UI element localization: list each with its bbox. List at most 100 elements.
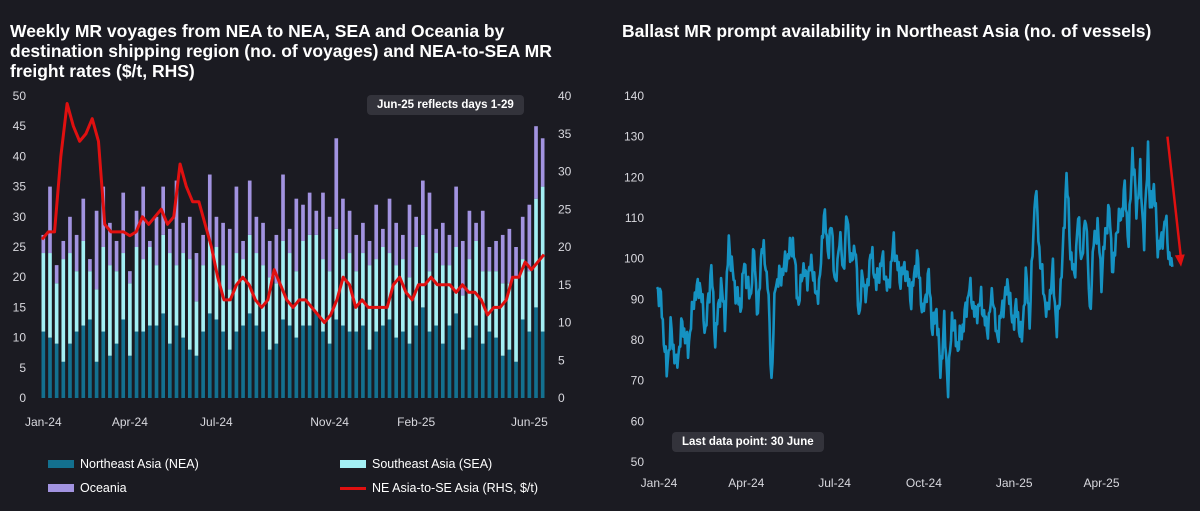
- bar-nea: [387, 319, 392, 398]
- bar-nea: [347, 331, 352, 398]
- y-tick-left: 0: [19, 391, 26, 405]
- right-chart-svg: 140 130 120 110 100 90 80 70 60 50 Jan-24 Apr-24 Jul…: [624, 89, 1185, 490]
- bar-oceania: [141, 186, 146, 260]
- bar-nea: [301, 325, 305, 398]
- bar-sea: [527, 271, 532, 332]
- bar-nea: [61, 361, 66, 398]
- bar-oceania: [121, 192, 126, 254]
- bar-nea: [274, 343, 279, 398]
- left-chart-title: Weekly MR voyages from NEA to NEA, SEA a…: [10, 21, 552, 81]
- bar-oceania: [460, 240, 465, 296]
- bar-oceania: [527, 204, 532, 272]
- bar-nea: [427, 331, 432, 398]
- bar-sea: [314, 234, 319, 314]
- bar-nea: [128, 355, 132, 398]
- bar-nea: [540, 331, 545, 398]
- bar-nea: [527, 331, 532, 398]
- bar-oceania: [88, 259, 92, 272]
- bar-sea: [261, 265, 265, 332]
- bar-oceania: [68, 216, 72, 254]
- bar-nea: [254, 325, 259, 398]
- y-tick-right-chart: 110: [625, 211, 644, 225]
- bar-oceania: [294, 198, 299, 272]
- bar-sea: [181, 253, 185, 338]
- y-tick-right: 0: [558, 391, 565, 405]
- x-tick-right-chart: Jan-24: [641, 476, 678, 490]
- bar-nea: [520, 319, 525, 398]
- bar-oceania: [414, 216, 418, 247]
- bar-nea: [168, 343, 172, 398]
- trend-arrow-shaft: [1166, 136, 1183, 259]
- bar-nea: [134, 331, 139, 398]
- bar-nea: [214, 319, 219, 398]
- bar-oceania: [287, 228, 292, 254]
- bar-nea: [267, 349, 272, 398]
- bar-sea: [347, 253, 352, 332]
- y-tick-right-chart: 70: [631, 374, 645, 388]
- legend-swatch-nea: [48, 460, 74, 468]
- bar-nea: [440, 343, 445, 398]
- bar-sea: [321, 259, 325, 332]
- bar-sea: [534, 198, 538, 308]
- bar-oceania: [54, 265, 59, 284]
- x-tick-right-chart: Apr-24: [728, 476, 764, 490]
- left-chart-annotation: Jun-25 reflects days 1-29: [367, 95, 524, 115]
- bar-oceania: [381, 228, 385, 247]
- bar-oceania: [234, 186, 239, 254]
- bar-oceania: [281, 174, 285, 241]
- bar-oceania: [301, 204, 305, 241]
- bar-oceania: [500, 234, 505, 284]
- bar-nea: [48, 337, 52, 398]
- bar-nea: [201, 331, 205, 398]
- bar-sea: [520, 259, 525, 320]
- bar-nea: [121, 319, 126, 398]
- bar-oceania: [114, 240, 119, 272]
- bar-oceania: [467, 210, 472, 260]
- legend-item-sea: Southeast Asia (SEA): [340, 457, 492, 471]
- bar-sea: [81, 240, 86, 326]
- bar-nea: [108, 355, 112, 398]
- bar-sea: [467, 259, 472, 338]
- bar-nea: [307, 325, 312, 398]
- bar-nea: [114, 343, 119, 398]
- bar-oceania: [108, 222, 112, 266]
- bar-oceania: [148, 240, 152, 247]
- bar-sea: [154, 265, 159, 326]
- bar-nea: [367, 349, 372, 398]
- bar-oceania: [307, 192, 312, 235]
- bar-oceania: [447, 234, 452, 266]
- y-tick-right-chart: 100: [624, 252, 644, 266]
- bar-sea: [287, 253, 292, 326]
- bar-nea: [480, 343, 485, 398]
- legend-swatch-oceania: [48, 484, 74, 492]
- bar-oceania: [314, 210, 319, 235]
- bar-sea: [540, 186, 545, 332]
- bar-sea: [374, 259, 379, 332]
- x-tick-left: Jan-24: [25, 415, 62, 429]
- bar-nea: [500, 355, 505, 398]
- bar-sea: [141, 259, 146, 332]
- bar-oceania: [334, 138, 339, 229]
- bar-nea: [81, 325, 86, 398]
- bar-oceania: [487, 247, 492, 272]
- legend-swatch-rate: [340, 486, 366, 490]
- bar-nea: [414, 325, 418, 398]
- bar-sea: [474, 240, 478, 326]
- bar-sea: [187, 259, 192, 350]
- legend-label-sea: Southeast Asia (SEA): [372, 457, 493, 471]
- x-tick-left: Apr-24: [112, 415, 148, 429]
- bar-oceania: [327, 216, 332, 272]
- bar-nea: [221, 331, 225, 398]
- y-tick-left: 50: [13, 89, 27, 103]
- bar-sea: [274, 283, 279, 344]
- y-tick-right-chart: 60: [631, 414, 645, 428]
- x-tick-right-chart: Jul-24: [818, 476, 851, 490]
- bar-sea: [247, 234, 252, 314]
- bar-nea: [281, 319, 285, 398]
- bar-sea: [101, 247, 106, 332]
- bar-nea: [94, 361, 99, 398]
- bar-oceania: [174, 180, 179, 266]
- left-chart-panel: Weekly MR voyages from NEA to NEA, SEA a…: [10, 21, 572, 495]
- bar-nea: [341, 325, 345, 398]
- bar-sea: [454, 247, 458, 314]
